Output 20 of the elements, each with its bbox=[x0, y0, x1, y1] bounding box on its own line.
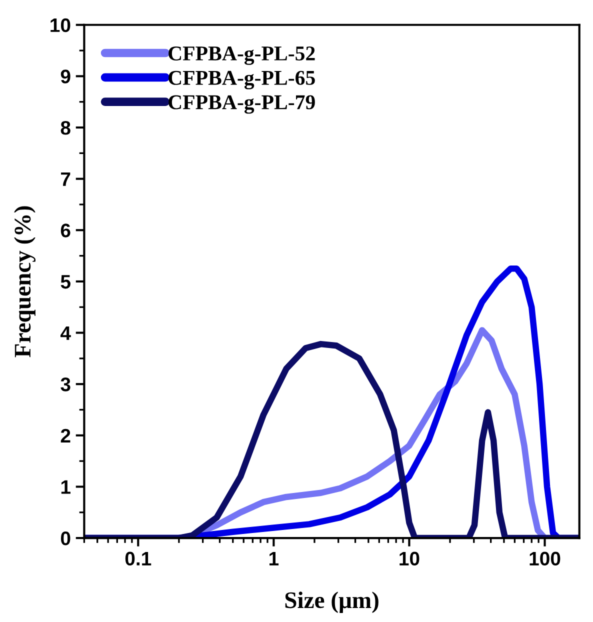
y-axis-title: Frequency (%) bbox=[14, 206, 36, 358]
y-tick-label: 6 bbox=[60, 224, 70, 238]
y-tick-label: 10 bbox=[50, 18, 70, 32]
y-tick-label: 2 bbox=[60, 428, 70, 442]
y-tick-label: 8 bbox=[60, 120, 70, 135]
x-axis-title: Size (μm) bbox=[285, 592, 378, 613]
x-tick-label: 10 bbox=[400, 552, 420, 566]
y-tick-label: 0 bbox=[60, 532, 70, 546]
x-tick-label: 1 bbox=[270, 552, 279, 566]
y-tick-label: 7 bbox=[61, 172, 70, 186]
y-tick-label: 1 bbox=[61, 480, 70, 494]
y-tick-label: 5 bbox=[60, 275, 70, 289]
y-tick-label: 4 bbox=[60, 326, 71, 340]
y-tick-label: 3 bbox=[60, 378, 70, 392]
y-tick-label: 9 bbox=[60, 70, 70, 84]
legend-label: CFPBA-g-PL-65 bbox=[168, 70, 315, 90]
x-tick-label: 0.1 bbox=[125, 552, 152, 566]
legend-label: CFPBA-g-PL-52 bbox=[168, 46, 315, 65]
x-tick-label: 100 bbox=[530, 552, 560, 566]
legend-label: CFPBA-g-PL-79 bbox=[168, 95, 315, 114]
